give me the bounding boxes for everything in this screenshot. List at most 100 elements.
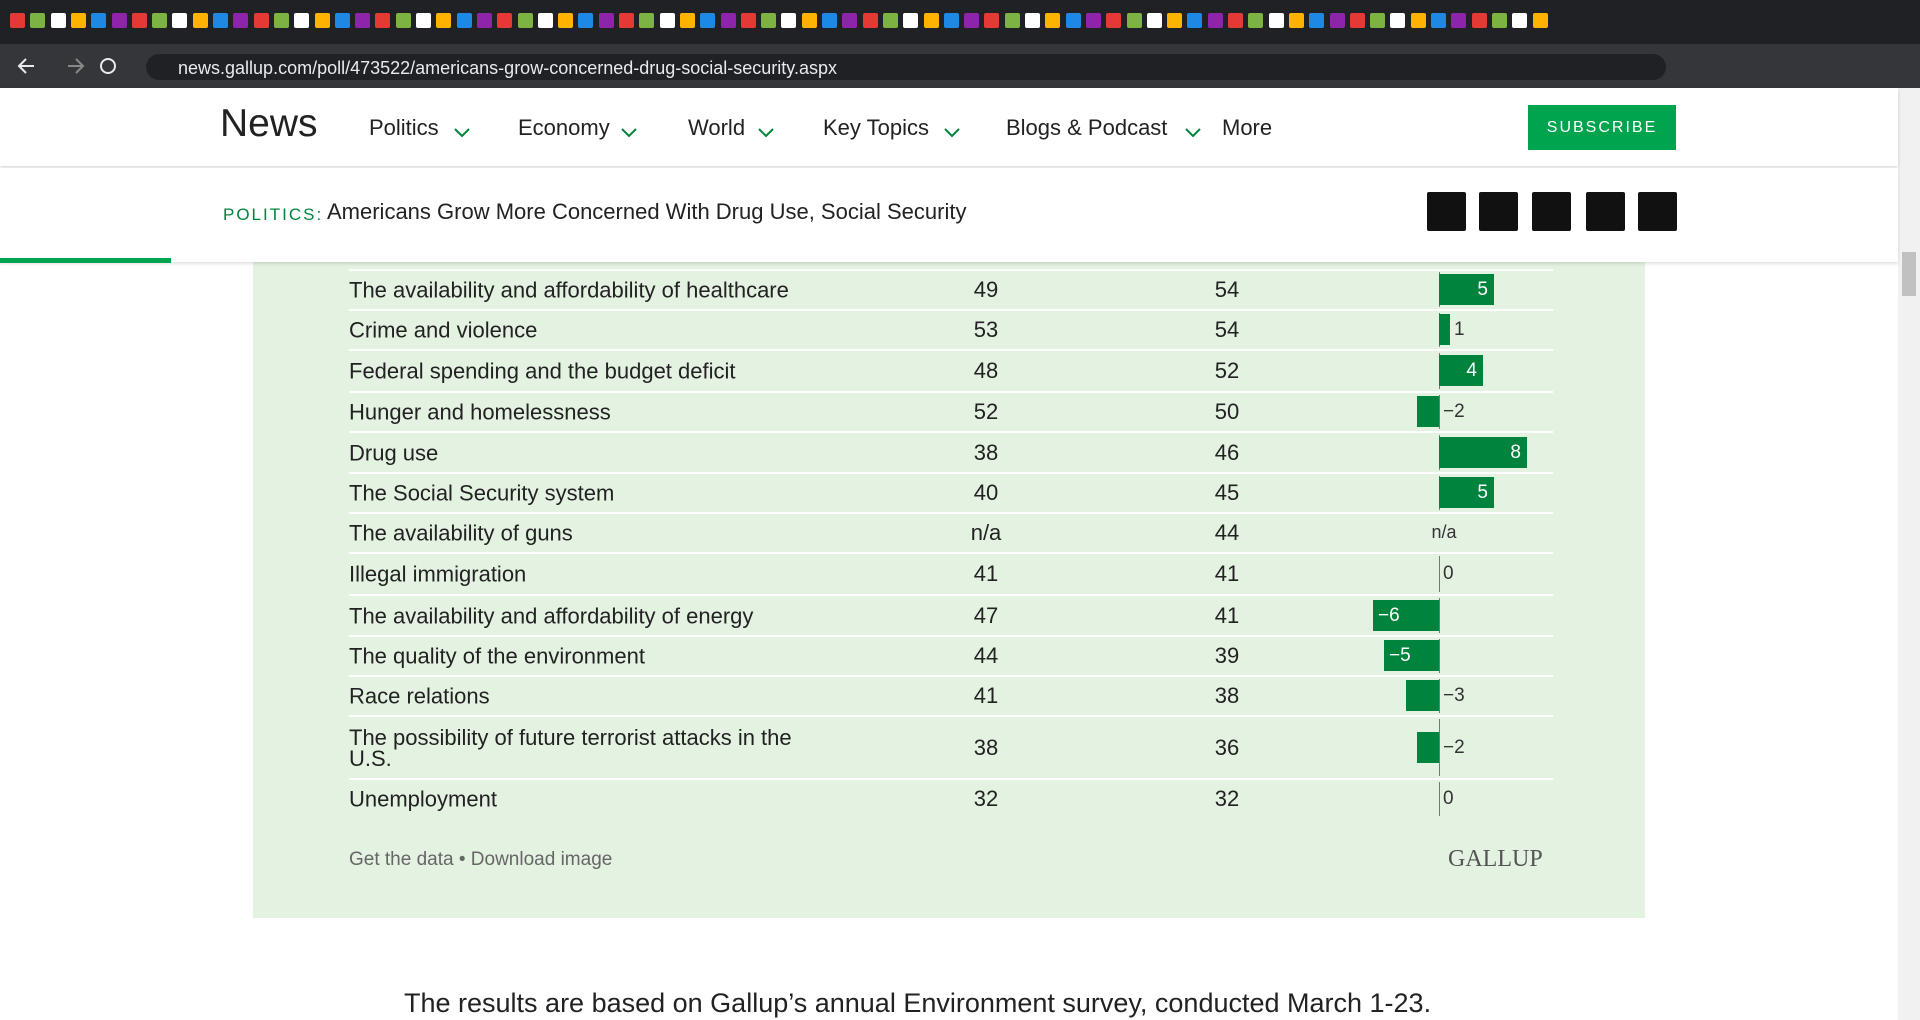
nav-item[interactable]: Politics	[369, 115, 439, 140]
tab-icon[interactable]	[152, 13, 168, 28]
tab-icon[interactable]	[355, 13, 371, 28]
tab-icon[interactable]	[1025, 13, 1040, 28]
tab-icon[interactable]	[395, 13, 411, 28]
tab-icon[interactable]	[416, 13, 431, 28]
tab-icon[interactable]	[1491, 13, 1507, 28]
tab-icon[interactable]	[497, 13, 513, 28]
tab-icon[interactable]	[233, 13, 249, 28]
tab-icon[interactable]	[801, 13, 817, 28]
tab-icon[interactable]	[1309, 13, 1325, 28]
bar	[1439, 314, 1450, 345]
tab-icon[interactable]	[50, 13, 66, 28]
tab-icon[interactable]	[30, 13, 46, 28]
tab-icon[interactable]	[1065, 13, 1081, 28]
tab-icon[interactable]	[111, 13, 127, 28]
tab-icon[interactable]	[964, 13, 980, 28]
nav-item[interactable]: Economy	[518, 115, 610, 140]
tab-icon[interactable]	[720, 13, 736, 28]
tab-icon[interactable]	[1410, 13, 1426, 28]
tab-icon[interactable]	[781, 13, 797, 28]
section[interactable]: POLITICS:	[223, 205, 324, 224]
tab-icon[interactable]	[537, 13, 553, 28]
nav-buttons[interactable]	[14, 54, 134, 78]
tab-icon[interactable]	[598, 13, 614, 28]
nav-item[interactable]: World	[688, 115, 746, 140]
tab-icon[interactable]	[862, 13, 878, 28]
tab-icon[interactable]	[1126, 13, 1142, 28]
tab-icon[interactable]	[1248, 13, 1264, 28]
tab-icon[interactable]	[456, 13, 472, 28]
tab-icon[interactable]	[1288, 13, 1304, 28]
tab-icon[interactable]	[213, 13, 228, 28]
tab-icon[interactable]	[1349, 13, 1365, 28]
tab-icon[interactable]	[822, 13, 837, 28]
share-button[interactable]	[1427, 192, 1466, 231]
tab-icon[interactable]	[984, 13, 1000, 28]
tab-icon[interactable]	[273, 13, 289, 28]
url-text[interactable]: news.gallup.com/poll/473522/americans-gr…	[178, 58, 837, 78]
tab-icon[interactable]	[517, 13, 533, 28]
thumb[interactable]	[1902, 252, 1916, 296]
tab-icon[interactable]	[334, 13, 350, 28]
tab-icon[interactable]	[1370, 13, 1386, 28]
tab-icon[interactable]	[903, 13, 919, 28]
tab-icon[interactable]	[882, 13, 898, 28]
tab-icon[interactable]	[1085, 13, 1101, 28]
tab-icon[interactable]	[700, 13, 716, 28]
tab-icon[interactable]	[70, 13, 86, 28]
tab-icon[interactable]	[761, 13, 777, 28]
tab-icon[interactable]	[1390, 13, 1406, 28]
share-button[interactable]	[1479, 192, 1518, 231]
tab-icon[interactable]	[923, 13, 939, 28]
row-line	[349, 269, 1553, 271]
tab-icon[interactable]	[91, 13, 107, 28]
tab-icon[interactable]	[253, 13, 269, 28]
tab-icon[interactable]	[1471, 13, 1487, 28]
nav-item[interactable]: Blogs & Podcast	[1006, 115, 1168, 140]
tab-icon[interactable]	[10, 13, 25, 28]
tab-icon[interactable]	[1045, 13, 1061, 28]
nav-item[interactable]: Key Topics	[823, 115, 929, 140]
tab-icon[interactable]	[375, 13, 391, 28]
share-button[interactable]	[1532, 192, 1571, 231]
url-field[interactable]	[146, 54, 1666, 80]
tab-icon[interactable]	[1512, 13, 1528, 28]
tab-icon[interactable]	[1004, 13, 1020, 28]
tab-icon[interactable]	[1532, 13, 1548, 28]
link[interactable]: Download image	[470, 849, 613, 870]
tab-icon[interactable]	[476, 13, 492, 28]
tab-icon[interactable]	[172, 13, 188, 28]
tab-icon[interactable]	[1329, 13, 1345, 28]
nav-item[interactable]: More	[1222, 115, 1273, 140]
share-button[interactable]	[1586, 192, 1625, 231]
subscribe-button[interactable]: SUBSCRIBE	[1528, 105, 1676, 150]
tab-icon[interactable]	[659, 13, 675, 28]
tab-icon[interactable]	[314, 13, 330, 28]
tab-icon[interactable]	[842, 13, 858, 28]
tab-icon[interactable]	[1106, 13, 1122, 28]
curr-value: 46	[1214, 439, 1240, 465]
tab-icon[interactable]	[1207, 13, 1223, 28]
tab-icon[interactable]	[1451, 13, 1467, 28]
scrollbar[interactable]	[1898, 88, 1920, 1020]
tab-icon[interactable]	[1228, 13, 1243, 28]
tab-icon[interactable]	[131, 13, 147, 28]
tab-icon[interactable]	[578, 13, 594, 28]
tab-icon[interactable]	[740, 13, 756, 28]
tab-icon[interactable]	[192, 13, 208, 28]
tab-icon[interactable]	[558, 13, 574, 28]
tab-icon[interactable]	[679, 13, 695, 28]
tab-icon[interactable]	[1146, 13, 1162, 28]
tab-icon[interactable]	[436, 13, 452, 28]
tab-icon[interactable]	[619, 13, 634, 28]
tab-icon[interactable]	[1187, 13, 1203, 28]
link[interactable]: Get the data	[349, 849, 454, 870]
tab-icon[interactable]	[943, 13, 959, 28]
tab-icon[interactable]	[1431, 13, 1446, 28]
tab-icon[interactable]	[1268, 13, 1284, 28]
logo[interactable]: News	[220, 102, 318, 145]
tab-icon[interactable]	[639, 13, 655, 28]
share-button[interactable]	[1638, 192, 1677, 231]
tab-icon[interactable]	[294, 13, 310, 28]
tab-icon[interactable]	[1167, 13, 1183, 28]
